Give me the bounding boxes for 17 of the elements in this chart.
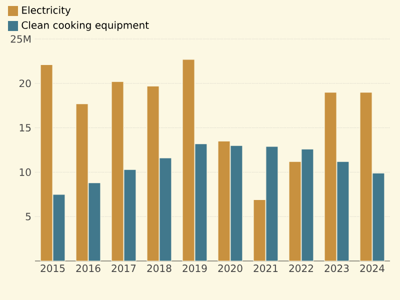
y-tick-label: 10 [20,168,31,176]
x-tick-label: 2015 [40,264,65,272]
y-tick-label: 20 [19,80,31,88]
legend-label: Electricity [22,6,71,16]
x-tick-label: 2020 [218,264,242,272]
y-tick-label: 15 [20,124,31,132]
y-tick-label: 25M [10,35,30,43]
x-tick-label: 2019 [182,264,207,272]
x-tick-label: 2018 [147,264,172,272]
x-tick-label: 2016 [76,264,100,272]
x-tick-label: 2024 [360,264,384,272]
x-tick-label: 2021 [254,264,278,272]
legend-label: Clean cooking equipment [22,21,149,31]
x-tick-label: 2022 [289,264,313,272]
x-tick-label: 2023 [324,264,349,272]
y-tick-label: 5 [26,212,31,220]
x-tick-label: 2017 [112,264,136,272]
